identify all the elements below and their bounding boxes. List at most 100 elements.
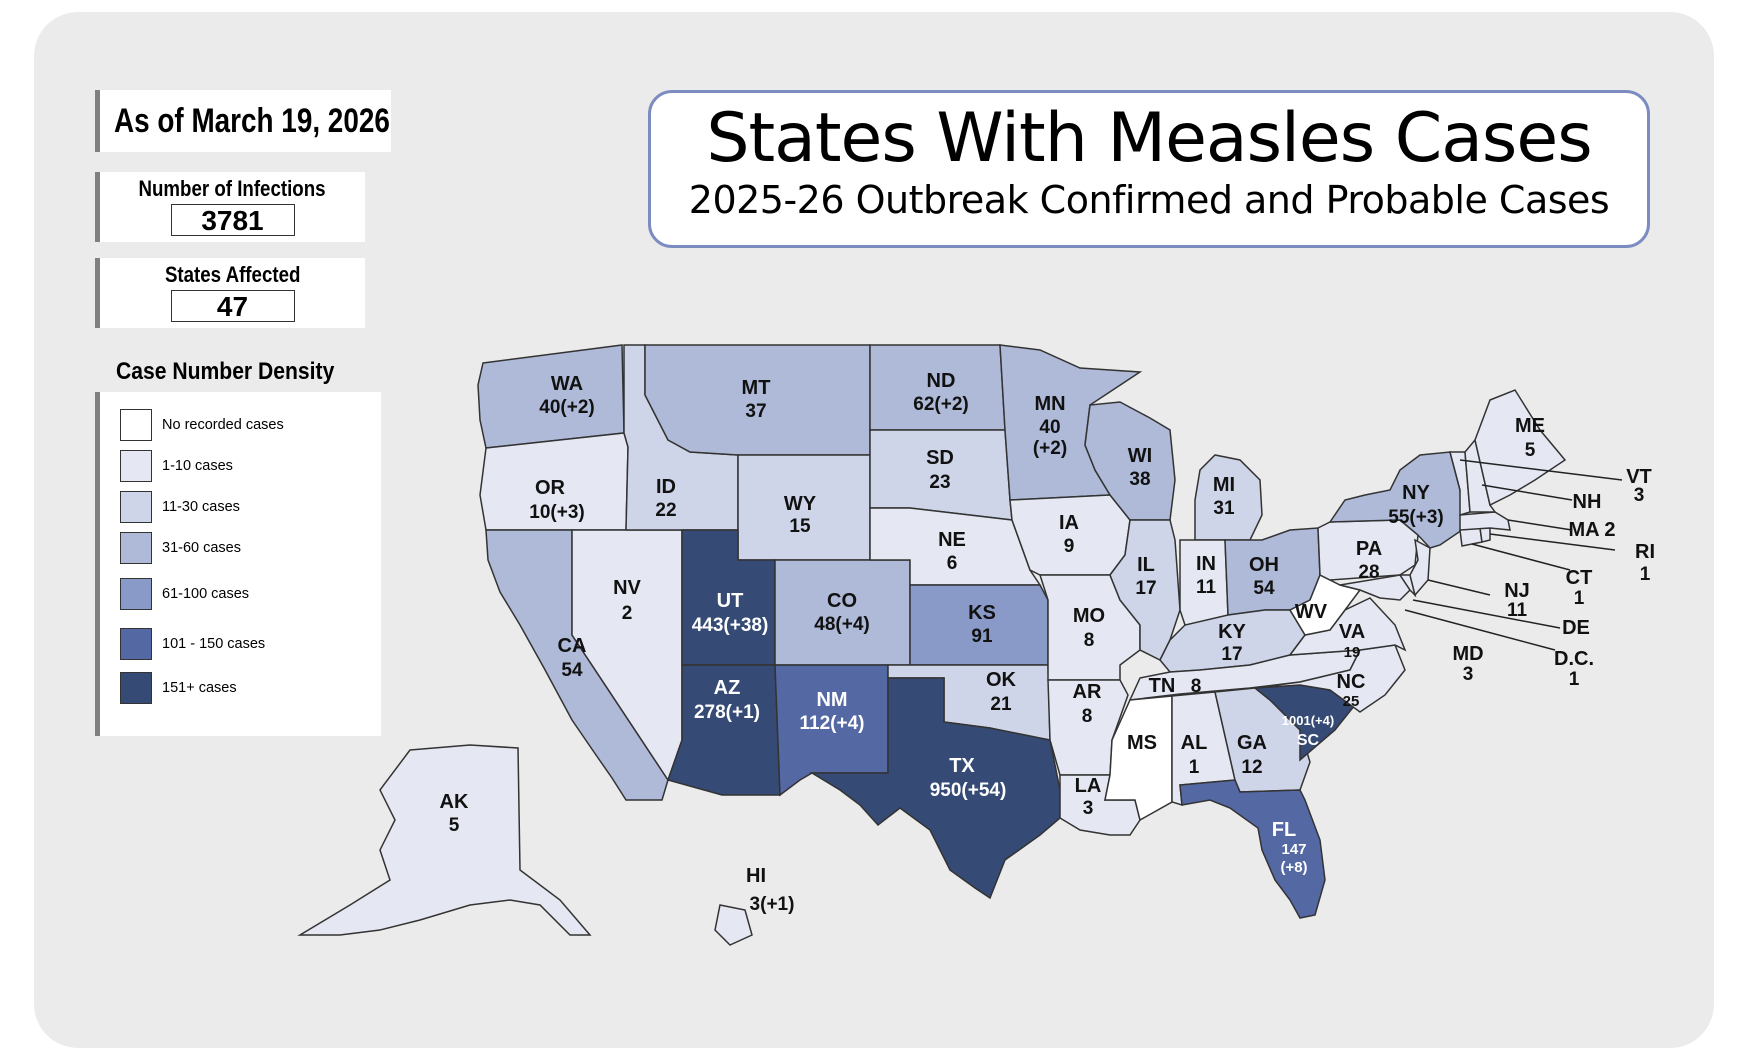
- count-ME: 5: [1525, 440, 1536, 461]
- label-TX: TX: [949, 755, 975, 777]
- state-MT: [644, 344, 871, 456]
- state-AK: [297, 744, 592, 936]
- label-IA: IA: [1059, 512, 1079, 534]
- count-ND: 62(+2): [913, 394, 968, 415]
- infections-value: 3781: [170, 204, 295, 236]
- legend-label: 61-100 cases: [162, 586, 250, 602]
- title-box: States With Measles Cases 2025-26 Outbre…: [648, 90, 1650, 248]
- count-VT: 3: [1634, 485, 1645, 506]
- callout-line: [1507, 519, 1573, 531]
- state-CO: [774, 559, 911, 666]
- count-NJ: 11: [1507, 600, 1528, 621]
- legend-swatch: [120, 491, 152, 523]
- count-NE: 6: [947, 553, 958, 574]
- states-affected-value: 47: [170, 290, 295, 322]
- legend-title: Case Number Density: [116, 358, 335, 385]
- as-of-date: As of March 19, 2026: [95, 90, 391, 152]
- label-WA: WA: [551, 373, 583, 395]
- state-KS: [909, 584, 1049, 666]
- state-MA: [1459, 511, 1511, 531]
- label-WI: WI: [1128, 445, 1152, 467]
- count-HI: 3(+1): [750, 894, 795, 915]
- legend-item: 31-60 cases: [120, 532, 241, 564]
- count-TX: 950(+54): [930, 780, 1007, 801]
- label-HI: HI: [746, 865, 766, 887]
- callout-line: [1489, 533, 1616, 551]
- label-KS: KS: [968, 602, 996, 624]
- count-AL: 1: [1189, 757, 1200, 778]
- label-SD: SD: [926, 447, 954, 469]
- state-ME: [1474, 389, 1567, 507]
- label-CA: CA: [558, 635, 587, 657]
- label-VT: VT: [1626, 466, 1652, 488]
- legend-item: 101 - 150 cases: [120, 628, 265, 660]
- legend-item: 61-100 cases: [120, 578, 249, 610]
- count-RI: 1: [1640, 564, 1651, 585]
- legend-swatch: [120, 532, 152, 564]
- label-DE: DE: [1562, 617, 1590, 639]
- state-IL: [1109, 519, 1181, 662]
- label-IN: IN: [1196, 553, 1216, 575]
- count-NM: 112(+4): [800, 713, 865, 734]
- label-OK: OK: [986, 669, 1017, 691]
- label-ND: ND: [927, 370, 956, 392]
- count-IL: 17: [1135, 578, 1156, 599]
- callout-line: [1471, 543, 1571, 571]
- legend-label: 11-30 cases: [162, 499, 240, 515]
- count-MO: 8: [1084, 630, 1095, 651]
- legend-swatch: [120, 409, 152, 441]
- count-OR: 10(+3): [529, 502, 584, 523]
- label-WY: WY: [784, 493, 817, 515]
- count-NV: 2: [622, 603, 633, 624]
- count-KY: 17: [1221, 644, 1242, 665]
- label-OR: OR: [535, 477, 566, 499]
- label-NC: NC: [1337, 671, 1366, 693]
- legend: No recorded cases 1-10 cases 11-30 cases…: [95, 392, 381, 736]
- state-labels: WA 40(+2) OR 10(+3) CA 54 NV 2 ID 22 MT …: [440, 370, 1655, 915]
- legend-item: 1-10 cases: [120, 450, 233, 482]
- legend-swatch: [120, 628, 152, 660]
- infections-box: Number of Infections 3781: [95, 172, 365, 242]
- label-DC: D.C.: [1554, 648, 1594, 670]
- label-MD: MD: [1452, 643, 1483, 665]
- state-RI: [1479, 527, 1491, 543]
- label-UT: UT: [717, 590, 744, 612]
- legend-label: No recorded cases: [162, 417, 284, 433]
- callout-line: [1404, 609, 1556, 651]
- count-TN: 8: [1191, 676, 1202, 697]
- state-MI: [1194, 454, 1263, 541]
- state-VT: [1449, 451, 1471, 517]
- label-OH: OH: [1249, 554, 1279, 576]
- label-AR: AR: [1073, 681, 1102, 703]
- label-MA: MA 2: [1568, 519, 1615, 541]
- label-SC: SC: [1297, 732, 1320, 749]
- count-LA: 3: [1083, 798, 1094, 819]
- count-ID: 22: [655, 500, 676, 521]
- label-VA: VA: [1339, 621, 1365, 643]
- callout-line: [1481, 484, 1573, 501]
- label-NV: NV: [613, 577, 641, 599]
- label-GA: GA: [1237, 732, 1267, 754]
- count-PA: 28: [1358, 562, 1379, 583]
- label-PA: PA: [1356, 538, 1382, 560]
- count-GA: 12: [1241, 757, 1262, 778]
- label-IL: IL: [1137, 554, 1155, 576]
- label-MI: MI: [1213, 474, 1235, 496]
- count-NC: 25: [1343, 693, 1360, 710]
- label-NJ: NJ: [1504, 580, 1530, 602]
- count-VA: 19: [1344, 644, 1361, 661]
- count-AZ: 278(+1): [694, 702, 760, 723]
- label-MT: MT: [742, 377, 771, 399]
- count-MN: 40: [1039, 417, 1060, 438]
- label-MO: MO: [1073, 605, 1105, 627]
- count-MI: 31: [1213, 498, 1235, 519]
- legend-swatch: [120, 578, 152, 610]
- states-affected-label: States Affected: [164, 262, 301, 287]
- label-ME: ME: [1515, 415, 1545, 437]
- callout-line: [1459, 459, 1623, 481]
- count-FL: 147: [1281, 841, 1306, 858]
- states-affected-box: States Affected 47: [95, 258, 365, 328]
- state-NC: [1254, 644, 1406, 713]
- map-subtitle: 2025-26 Outbreak Confirmed and Probable …: [688, 178, 1610, 222]
- label-ID: ID: [656, 476, 676, 498]
